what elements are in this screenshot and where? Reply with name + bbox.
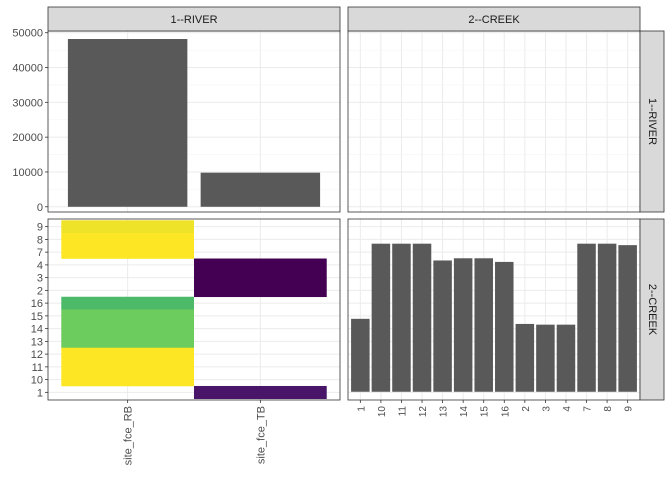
bar-8	[597, 243, 617, 392]
bar-3	[536, 324, 555, 392]
bar-7	[577, 243, 596, 392]
heatmap-tile-12	[61, 347, 194, 361]
x-tick-label: 2	[521, 406, 532, 412]
heatmap-tile-16	[61, 296, 194, 310]
y-tick-label: 11	[32, 362, 43, 374]
x-tick-label: 9	[624, 406, 635, 412]
marks-layer	[61, 39, 637, 400]
panel-border-2-1	[47, 218, 341, 401]
y-tick-label: 10000	[12, 167, 43, 179]
y-tick-label: 2	[37, 285, 43, 297]
x-tick-label: site_fce_TB	[255, 406, 267, 464]
x-tick-label: 7	[583, 406, 594, 412]
strip-row-2-label: 2--CREEK	[646, 284, 658, 336]
strips-layer: 1--RIVER 2--CREEK 1--RIVER 2--CREEK	[47, 6, 665, 401]
x-tick-label: 4	[562, 406, 573, 412]
bar-11	[392, 243, 411, 392]
y-tick-label: 8	[37, 234, 43, 246]
heatmap-tile-3	[194, 271, 327, 285]
x-tick-label: 11	[397, 406, 408, 417]
heatmap-tile-2	[194, 284, 327, 298]
x-tick-label: 8	[603, 406, 614, 412]
y-tick-label: 16	[31, 298, 43, 310]
bar-4	[556, 324, 576, 392]
y-tick-label: 14	[31, 324, 43, 336]
x-tick-label: 14	[459, 406, 470, 418]
y-tick-label: 1	[37, 387, 43, 399]
y-tick-label: 7	[37, 247, 43, 259]
x-tick-label: site_fce_RB	[123, 406, 135, 465]
strip-row-2-bg	[639, 218, 665, 401]
bar-2	[515, 323, 535, 392]
y-tick-label: 9	[37, 222, 43, 234]
x-tick-label: 10	[377, 406, 388, 418]
strip-col-2-label: 2--CREEK	[468, 14, 520, 26]
strip-col-1-label: 1--RIVER	[170, 14, 217, 26]
y-tick-label: 40000	[12, 63, 43, 75]
heatmap-tile-8	[61, 233, 194, 247]
bar-12	[412, 243, 432, 392]
bar-1	[351, 318, 370, 392]
strip-col-1-bg	[47, 6, 341, 32]
bar-site_fce_RB	[67, 39, 188, 207]
y-tick-label: 20000	[12, 132, 43, 144]
x-tick-label: 12	[418, 406, 429, 418]
bar-14	[453, 258, 473, 392]
heatmap-tile-7	[61, 245, 194, 259]
x-tick-label: 13	[439, 406, 450, 418]
bar-16	[495, 261, 514, 392]
heatmap-tile-10	[61, 373, 194, 387]
heatmap-tile-14	[61, 322, 194, 336]
y-tick-label: 0	[37, 202, 43, 214]
y-tick-label: 12	[31, 349, 43, 361]
bar-9	[618, 245, 637, 392]
bar-site_fce_TB	[200, 172, 321, 207]
heatmap-tile-4	[194, 258, 327, 272]
panel-bg-2-2	[348, 219, 640, 400]
strip-row-1-bg	[639, 30, 665, 213]
y-tick-label: 15	[31, 311, 43, 323]
axes-layer: 0100002000030000400005000011011121314151…	[12, 28, 634, 466]
strip-row-1-label: 1--RIVER	[646, 98, 658, 145]
strip-col-2-bg	[347, 6, 641, 32]
bar-10	[371, 243, 391, 392]
y-tick-label: 4	[37, 260, 43, 272]
heatmap-tile-9	[61, 220, 194, 234]
heatmap-tile-11	[61, 360, 194, 374]
y-tick-label: 13	[31, 336, 43, 348]
x-tick-label: 3	[541, 406, 552, 412]
panel-bg-1-2	[348, 31, 640, 212]
y-tick-label: 30000	[12, 97, 43, 109]
heatmap-tile-13	[61, 334, 194, 349]
y-tick-label: 3	[37, 273, 43, 285]
heatmap-tile-15	[61, 309, 194, 323]
x-tick-label: 16	[500, 406, 511, 418]
bar-13	[433, 260, 452, 392]
x-tick-label: 15	[480, 406, 491, 418]
y-tick-label: 50000	[12, 28, 43, 40]
y-tick-label: 10	[31, 375, 43, 387]
bar-15	[474, 258, 493, 392]
x-tick-label: 1	[356, 406, 367, 412]
heatmap-tile-1	[194, 385, 327, 400]
